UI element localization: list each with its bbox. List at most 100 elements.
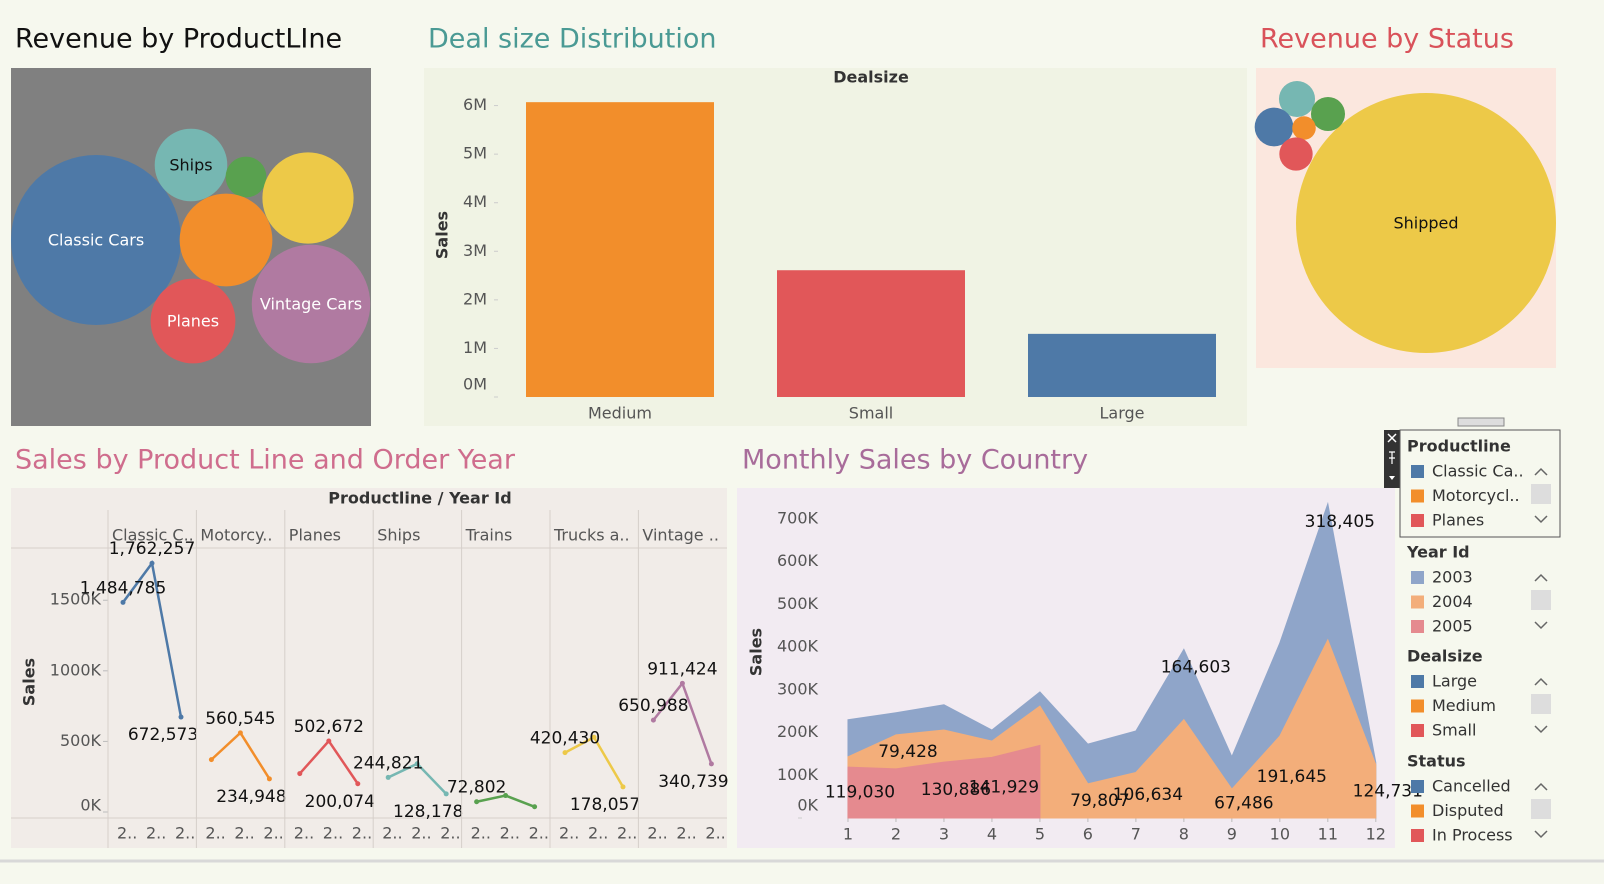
y-axis-label: Sales [20, 658, 39, 706]
legend-swatch [1411, 804, 1424, 818]
x-tick-label: 2.. [234, 824, 254, 843]
x-tick-label: 3 [939, 825, 949, 844]
legend-swatch [1411, 620, 1424, 633]
bubble [1254, 107, 1294, 147]
y-axis-label: Sales [747, 628, 766, 676]
bubble [11, 155, 181, 325]
chart-header: Dealsize [833, 68, 909, 87]
y-tick-label: 1000K [50, 660, 102, 679]
bubble [1279, 137, 1313, 171]
scroll-up[interactable] [1534, 677, 1548, 686]
line-point [650, 717, 656, 723]
x-tick-label: 8 [1179, 825, 1189, 844]
data-label: 178,057 [570, 795, 640, 815]
scroll-thumb[interactable] [1531, 799, 1551, 819]
data-label: 191,645 [1257, 767, 1327, 787]
pin-icon[interactable] [1389, 451, 1395, 464]
data-label: 130,886 [921, 780, 991, 800]
chart-title: Revenue by ProductLIne [15, 24, 342, 55]
x-tick-label: 2.. [705, 824, 725, 843]
x-tick-label: 9 [1227, 825, 1237, 844]
data-label: 234,948 [216, 787, 286, 807]
x-tick-label: 2.. [117, 824, 137, 843]
data-label: 72,802 [447, 778, 506, 798]
y-tick-label: 700K [777, 508, 819, 527]
y-tick-label: 0K [80, 796, 101, 815]
scroll-thumb[interactable] [1531, 590, 1551, 610]
chart-title: Monthly Sales by Country [742, 445, 1088, 476]
y-tick-label: 2M [463, 289, 487, 308]
x-tick-label: 2.. [352, 824, 372, 843]
pane-header: Trucks a.. [553, 526, 630, 545]
data-label: 79,807 [1070, 791, 1129, 811]
y-tick-label: 3M [463, 241, 487, 260]
scroll-up[interactable] [1534, 573, 1548, 582]
data-label: 164,603 [1161, 657, 1231, 677]
data-label: 79,428 [878, 742, 937, 762]
legend-item: Disputed [1432, 801, 1504, 820]
legend-item: 2003 [1432, 568, 1473, 587]
chart-title: Sales by Product Line and Order Year [15, 445, 516, 476]
legend-swatch [1411, 489, 1424, 503]
x-tick-label: 2.. [559, 824, 579, 843]
x-tick-label: Large [1099, 404, 1144, 423]
legend-handle[interactable] [1457, 417, 1505, 427]
pane-header: Motorcy.. [200, 526, 272, 545]
menu-icon[interactable] [1389, 476, 1395, 480]
x-tick-label: 5 [1035, 825, 1045, 844]
line-point [474, 799, 480, 805]
legend-swatch [1411, 699, 1424, 713]
bubble-label: Classic Cars [48, 231, 144, 250]
bubble [225, 156, 267, 198]
line-point [120, 599, 126, 605]
legend-swatch [1411, 780, 1424, 793]
line-point [297, 771, 303, 777]
y-tick-label: 5M [463, 144, 487, 163]
x-tick-label: Medium [588, 404, 652, 423]
pane-header: Vintage .. [642, 526, 719, 545]
data-label: 650,988 [618, 696, 688, 716]
data-label: 502,672 [294, 717, 364, 737]
legend-swatch [1411, 465, 1424, 478]
bubble-label: Shipped [1393, 214, 1458, 233]
scroll-up[interactable] [1534, 467, 1548, 476]
x-tick-label: 2 [891, 825, 901, 844]
line-point [355, 781, 361, 787]
x-tick-label: 2.. [588, 824, 608, 843]
legend-item: In Process [1432, 826, 1513, 845]
x-tick-label: 2.. [647, 824, 667, 843]
scroll-down[interactable] [1534, 621, 1548, 630]
scroll-thumb[interactable] [1531, 694, 1551, 714]
bubble [1292, 116, 1316, 140]
data-label: 1,484,785 [80, 578, 167, 598]
x-tick-label: 2.. [529, 824, 549, 843]
data-label: 106,634 [1113, 785, 1183, 805]
data-label: 67,486 [1214, 794, 1273, 814]
chart-title: Revenue by Status [1260, 24, 1514, 55]
scroll-down[interactable] [1534, 515, 1548, 524]
legend-swatch [1411, 514, 1424, 527]
bubble [179, 193, 273, 287]
x-tick-label: 2.. [382, 824, 402, 843]
x-tick-label: 2.. [471, 824, 491, 843]
scroll-down[interactable] [1534, 725, 1548, 734]
area-layers [847, 501, 1377, 819]
scroll-up[interactable] [1534, 782, 1548, 791]
close-icon[interactable] [1387, 433, 1397, 443]
x-tick-label: 2.. [323, 824, 343, 843]
scroll-thumb[interactable] [1531, 484, 1551, 504]
x-tick-label: 4 [987, 825, 997, 844]
legend-swatch [1411, 724, 1424, 737]
data-label: 911,424 [647, 659, 717, 679]
y-tick-label: 6M [463, 95, 487, 114]
pane-header: Ships [377, 526, 420, 545]
chart-header: Productline / Year Id [328, 489, 511, 508]
legend-title: Year Id [1406, 543, 1470, 562]
scroll-down[interactable] [1534, 830, 1548, 839]
x-tick-label: 2.. [411, 824, 431, 843]
bar [777, 270, 965, 397]
x-tick-label: 2.. [676, 824, 696, 843]
bubble [1278, 80, 1316, 118]
legend-item: Cancelled [1432, 777, 1511, 796]
